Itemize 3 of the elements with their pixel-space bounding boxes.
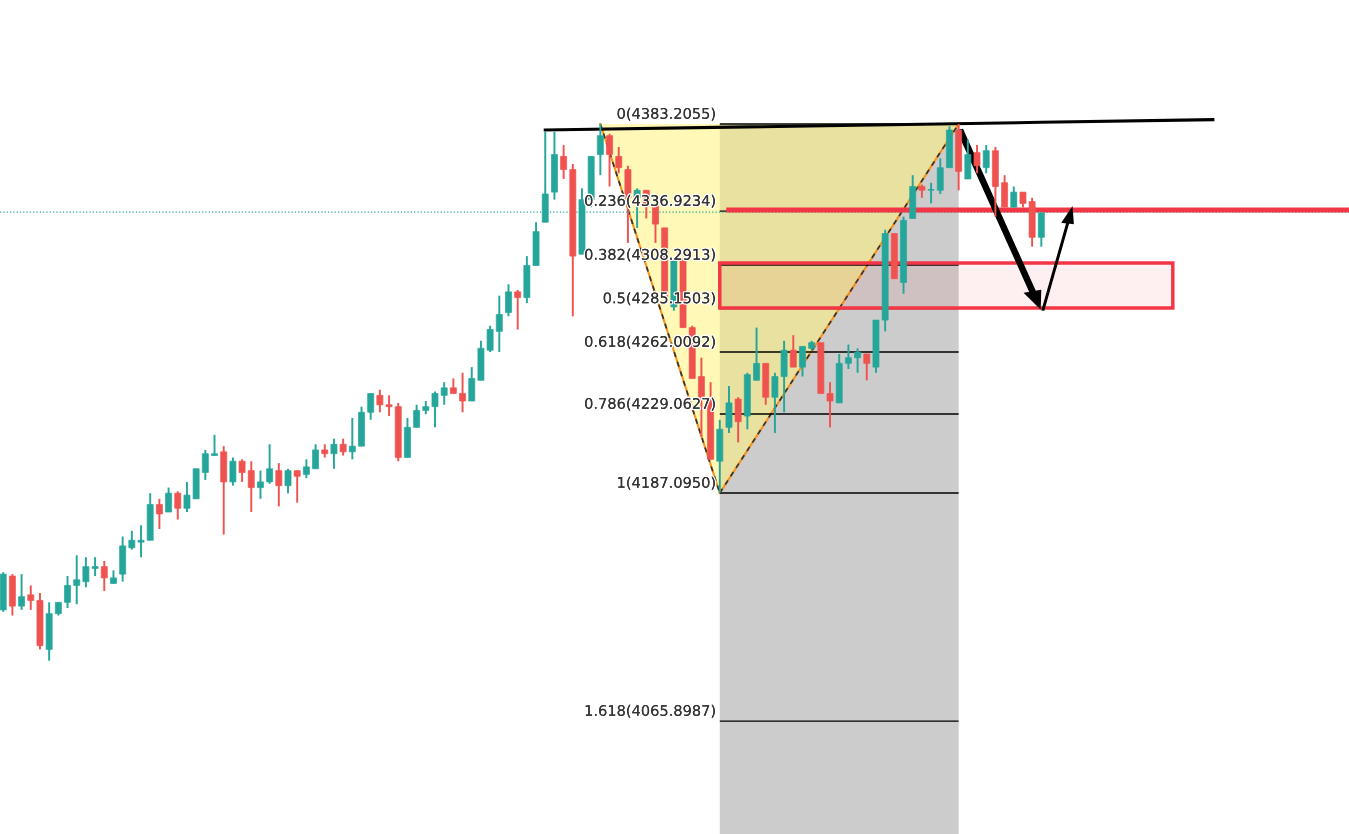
ref-line-label: 1.618(4065.8987) (585, 704, 715, 718)
ref-line-label: 1(4187.0950) (618, 476, 715, 490)
ref-line-label: 0(4383.2055) (617, 107, 715, 121)
